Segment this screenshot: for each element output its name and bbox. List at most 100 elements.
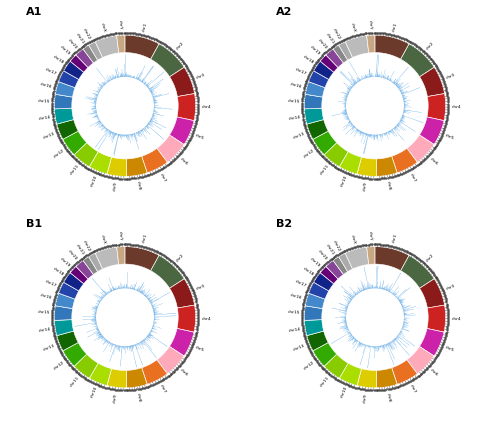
- Text: chr16: chr16: [290, 82, 303, 89]
- Text: B2: B2: [276, 219, 292, 228]
- Polygon shape: [113, 78, 114, 79]
- Polygon shape: [402, 305, 404, 306]
- Polygon shape: [146, 125, 148, 126]
- Polygon shape: [96, 329, 98, 330]
- Polygon shape: [154, 111, 157, 113]
- Polygon shape: [352, 126, 354, 129]
- Polygon shape: [350, 300, 352, 301]
- Polygon shape: [386, 132, 388, 135]
- Polygon shape: [112, 132, 113, 134]
- Text: chr15: chr15: [288, 310, 300, 315]
- Polygon shape: [346, 36, 368, 58]
- Polygon shape: [57, 120, 78, 139]
- Polygon shape: [346, 324, 347, 325]
- Polygon shape: [97, 118, 99, 119]
- Polygon shape: [147, 72, 164, 87]
- Polygon shape: [96, 91, 99, 93]
- Polygon shape: [148, 123, 150, 124]
- Polygon shape: [346, 325, 347, 326]
- Polygon shape: [383, 75, 384, 78]
- Polygon shape: [105, 127, 106, 128]
- Polygon shape: [149, 122, 150, 123]
- Polygon shape: [138, 132, 140, 134]
- Polygon shape: [153, 113, 160, 115]
- Polygon shape: [396, 126, 398, 129]
- Polygon shape: [94, 306, 98, 308]
- Polygon shape: [148, 334, 152, 336]
- Polygon shape: [141, 130, 142, 131]
- Text: chr12: chr12: [304, 360, 316, 371]
- Polygon shape: [347, 118, 349, 120]
- Polygon shape: [395, 127, 396, 128]
- Polygon shape: [396, 125, 398, 126]
- Polygon shape: [400, 299, 405, 302]
- Text: chr10: chr10: [340, 386, 348, 399]
- Polygon shape: [351, 299, 352, 300]
- Polygon shape: [116, 288, 117, 289]
- Polygon shape: [96, 332, 100, 334]
- Polygon shape: [133, 134, 134, 138]
- Polygon shape: [394, 127, 398, 131]
- Polygon shape: [307, 120, 328, 139]
- Polygon shape: [97, 327, 98, 328]
- Polygon shape: [119, 134, 120, 136]
- Polygon shape: [380, 281, 381, 288]
- Polygon shape: [110, 343, 111, 344]
- Polygon shape: [154, 108, 172, 109]
- Polygon shape: [116, 35, 125, 53]
- Polygon shape: [92, 111, 96, 112]
- Polygon shape: [348, 87, 352, 89]
- Polygon shape: [342, 320, 346, 321]
- Polygon shape: [359, 131, 360, 133]
- Text: chr16: chr16: [40, 293, 53, 300]
- Polygon shape: [96, 294, 102, 299]
- Polygon shape: [386, 290, 387, 291]
- Polygon shape: [352, 126, 354, 127]
- Polygon shape: [110, 344, 114, 352]
- Polygon shape: [147, 336, 150, 338]
- Polygon shape: [152, 117, 154, 118]
- Polygon shape: [152, 305, 155, 307]
- Polygon shape: [94, 116, 98, 118]
- Polygon shape: [402, 115, 404, 116]
- Polygon shape: [389, 290, 390, 292]
- Polygon shape: [102, 289, 106, 295]
- Polygon shape: [380, 284, 381, 289]
- Polygon shape: [348, 91, 350, 92]
- Polygon shape: [150, 121, 152, 122]
- Polygon shape: [112, 76, 113, 80]
- Polygon shape: [142, 341, 146, 346]
- Polygon shape: [392, 341, 396, 345]
- Polygon shape: [157, 346, 184, 374]
- Polygon shape: [138, 77, 140, 80]
- Polygon shape: [388, 131, 389, 132]
- Text: chr9: chr9: [363, 181, 368, 192]
- Polygon shape: [114, 289, 115, 290]
- Text: chr9: chr9: [113, 393, 118, 403]
- Polygon shape: [152, 114, 154, 115]
- Text: chr10: chr10: [90, 386, 98, 399]
- Polygon shape: [113, 345, 116, 355]
- Polygon shape: [99, 335, 102, 338]
- Polygon shape: [146, 80, 152, 86]
- Polygon shape: [148, 335, 150, 338]
- Polygon shape: [339, 42, 352, 60]
- Polygon shape: [104, 127, 105, 129]
- Polygon shape: [157, 135, 184, 162]
- Polygon shape: [348, 334, 352, 337]
- Polygon shape: [357, 80, 358, 82]
- Polygon shape: [135, 344, 143, 365]
- Polygon shape: [306, 82, 325, 97]
- Polygon shape: [400, 331, 402, 332]
- Polygon shape: [396, 84, 398, 86]
- Polygon shape: [104, 338, 105, 340]
- Polygon shape: [146, 84, 148, 86]
- Polygon shape: [154, 100, 158, 101]
- Polygon shape: [108, 130, 110, 132]
- Polygon shape: [404, 110, 421, 113]
- Polygon shape: [141, 81, 142, 82]
- Polygon shape: [400, 120, 405, 123]
- Text: chr8: chr8: [136, 392, 141, 402]
- Polygon shape: [352, 79, 356, 84]
- Polygon shape: [400, 302, 402, 303]
